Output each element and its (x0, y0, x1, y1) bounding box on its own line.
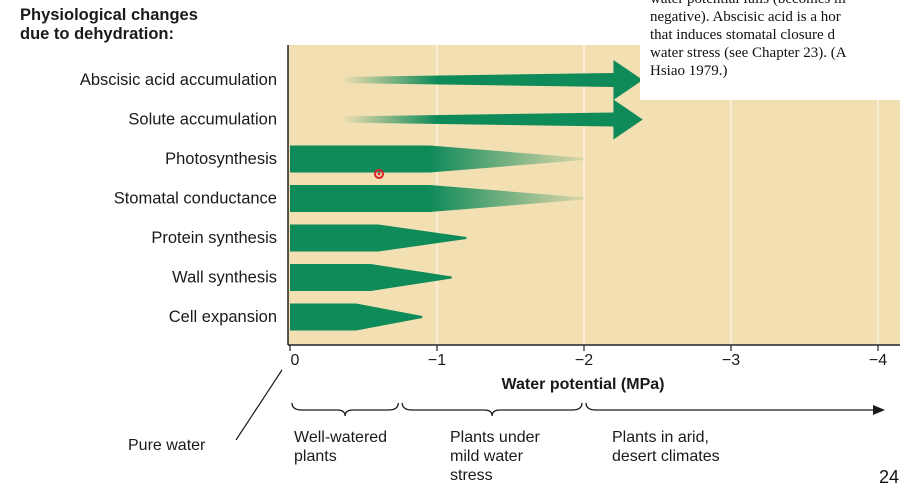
arrow-wall-synthesis (290, 264, 452, 291)
cursor-marker-icon (374, 169, 384, 179)
category-labels: Abscisic acid accumulation Solute accumul… (80, 71, 277, 326)
range-label: desert climates (612, 448, 720, 465)
range-arrowhead-icon (873, 405, 885, 415)
cursor-marker-dot (377, 172, 381, 176)
range-label: Plants under (450, 429, 541, 446)
caption-line: Hsiao 1979.) (650, 63, 728, 79)
category-label: Stomatal conductance (114, 190, 277, 208)
figure-heading: Physiological changes due to dehydration… (20, 6, 198, 44)
tick-label: −4 (869, 352, 887, 369)
category-label: Cell expansion (169, 308, 277, 326)
caption-text: water potential falls (becomes m negativ… (640, 0, 900, 100)
tick-label: −3 (722, 352, 740, 369)
heading-line-2: due to dehydration: (20, 25, 174, 43)
pure-water-label: Pure water (128, 437, 206, 454)
category-label: Solute accumulation (128, 111, 277, 129)
caption-line: water stress (see Chapter 23). (A (650, 45, 847, 61)
tick-label: −1 (428, 352, 446, 369)
arrow-stomatal-conductance (290, 185, 584, 212)
caption-line: water potential falls (becomes m (640, 0, 900, 8)
category-label: Photosynthesis (165, 150, 277, 168)
response-arrows (290, 60, 643, 331)
range-label: stress (450, 467, 493, 484)
range-arrow-line (585, 402, 875, 411)
page-number: 24 (879, 467, 900, 487)
range-label: plants (294, 448, 337, 465)
arrow-photosynthesis (290, 145, 584, 173)
category-label: Wall synthesis (172, 269, 277, 287)
caption-line: negative). Abscisic acid is a hor (650, 9, 841, 25)
caption-line: that induces stomatal closure d (650, 27, 835, 43)
x-ticks: 0 −1 −2 −3 −4 (271, 345, 887, 369)
category-label: Protein synthesis (151, 229, 277, 247)
arrow-abscisic-acid-accumulation (341, 60, 643, 100)
pure-water-pointer (235, 369, 283, 441)
tick-label: −2 (575, 352, 593, 369)
axes (287, 45, 900, 346)
x-axis-title: Water potential (MPa) (502, 376, 665, 393)
arrow-protein-synthesis (290, 224, 467, 252)
range-label: Plants in arid, (612, 429, 709, 446)
origin-marker (271, 355, 283, 360)
range-brace (401, 402, 583, 417)
range-label: mild water (450, 448, 524, 465)
range-brace (291, 402, 399, 417)
arrow-cell-expansion (290, 303, 423, 331)
range-label: Well-watered (294, 429, 387, 446)
arrow-solute-accumulation (341, 99, 643, 140)
tick-label: 0 (291, 352, 300, 369)
range-annotations: Well-watered plants Plants under mild water… (128, 369, 885, 484)
heading-line-1: Physiological changes (20, 6, 198, 24)
category-label: Abscisic acid accumulation (80, 71, 277, 89)
